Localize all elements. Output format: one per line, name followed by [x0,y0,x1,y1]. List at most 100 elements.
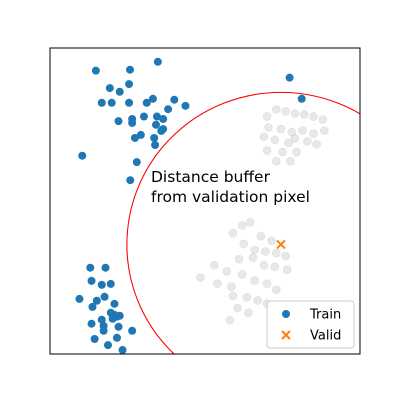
train-point [125,65,134,74]
background-point [245,218,255,227]
background-point [281,107,290,116]
background-point [271,156,281,166]
train-point [112,333,121,342]
background-point [292,147,301,157]
train-point [159,114,168,123]
train-point [107,98,116,107]
train-point [132,158,141,167]
train-point [114,322,123,331]
background-point [271,248,281,258]
background-point [261,247,270,256]
background-point [227,282,236,291]
background-point [271,285,281,295]
train-point [136,130,145,139]
background-point [250,245,259,255]
legend-label: Train [309,308,341,323]
train-point [87,276,96,285]
background-point [318,115,328,124]
background-point [259,260,269,270]
legend-entry-train: Train [282,308,341,323]
legend: Train Valid [266,300,355,349]
background-point [250,276,259,285]
train-point [118,346,127,354]
background-point [290,109,300,118]
background-point [213,279,222,288]
train-point [97,280,106,289]
train-point [126,176,135,185]
train-point [115,87,124,96]
background-point [237,270,247,279]
buffer-circle-layer [126,91,360,354]
train-point [103,341,112,350]
background-point [253,296,263,305]
train-point [105,84,114,93]
valid-points [276,239,286,250]
background-point [228,291,238,301]
train-point [148,94,157,103]
background-point [244,308,253,317]
background-point [222,267,231,276]
background-point [281,251,290,261]
train-point [139,112,148,121]
background-point [309,129,318,138]
train-point [92,296,101,305]
train-point [153,57,162,66]
background-point [234,254,244,264]
plot-frame [49,47,361,355]
train-point [78,151,87,160]
background-point [290,133,300,143]
background-point [284,138,294,148]
background-point [239,239,249,249]
train-point [100,292,109,301]
background-point [276,124,286,134]
background-point [225,316,235,325]
train-point [86,263,95,272]
train-point [164,105,173,114]
train-point [130,133,139,142]
background-point [237,221,247,230]
background-point [256,231,266,241]
train-point [150,133,159,142]
background-point [262,279,272,288]
train-point [151,141,160,150]
legend-label: Valid [310,329,341,344]
train-point [87,319,96,328]
background-point [259,132,269,142]
train-points [75,57,306,354]
valid-point [276,239,286,250]
background-point [287,127,297,137]
background-point [228,228,238,238]
background-point [248,253,258,262]
background-point [270,135,280,145]
train-point [157,126,166,135]
train-point [297,94,306,103]
train-point [106,279,115,288]
train-point [97,98,106,107]
annotation-text: Distance buffer from validation pixel [151,168,310,206]
legend-entry-valid: Valid [281,329,341,344]
train-point [128,118,137,127]
background-point [298,126,307,135]
train-point [88,302,97,311]
background-point [282,265,292,275]
train-point [152,112,161,121]
background-point [262,112,272,121]
background-point [233,303,242,313]
train-point [101,263,110,272]
train-point [112,312,121,321]
legend-marker-circle [282,310,290,318]
background-point [285,156,295,166]
background-point [242,293,252,302]
background-point [302,137,312,146]
train-point [125,98,134,107]
legend-marker-x [281,330,291,340]
background-point [320,126,329,135]
background-point [270,262,280,272]
background-point [299,110,309,119]
train-point [90,335,99,344]
train-point [114,117,123,126]
train-point [170,95,179,104]
background-point [210,260,219,270]
train-point [128,326,137,335]
